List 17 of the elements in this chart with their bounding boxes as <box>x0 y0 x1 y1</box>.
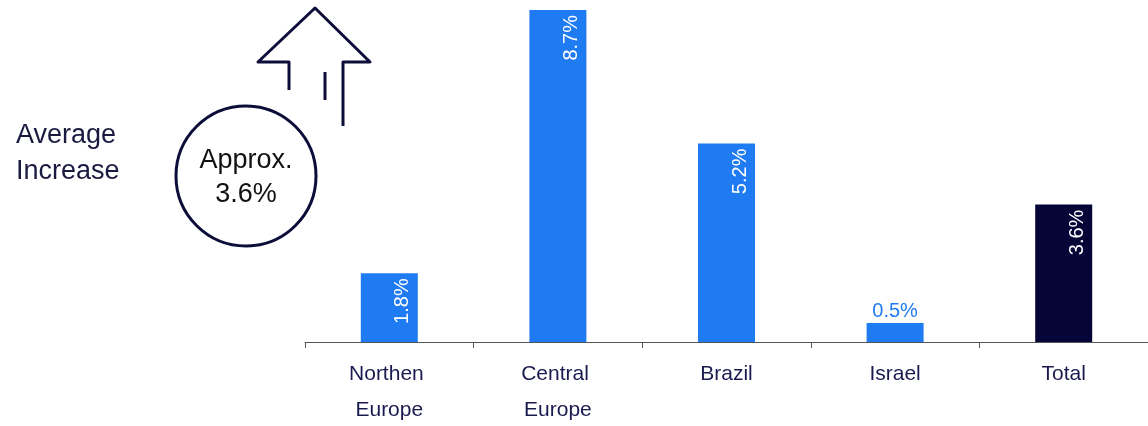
text: Average Increase <box>16 119 120 185</box>
bar <box>529 10 587 342</box>
x-tick-label: Total <box>1041 360 1086 384</box>
data-label: 8.7% <box>558 14 581 61</box>
data-label: 0.5% <box>872 298 919 321</box>
bar <box>698 143 755 342</box>
bar <box>1035 204 1093 342</box>
x-tick-label: Israel <box>869 360 921 384</box>
bar <box>866 322 924 342</box>
x-tick-label: Central Europe <box>521 360 595 420</box>
x-tick-label: Northen Europe <box>349 360 430 420</box>
data-label: 5.2% <box>727 148 750 195</box>
text: Approx. 3.6% <box>199 144 293 208</box>
data-label: 1.8% <box>390 278 413 324</box>
data-label: 3.6% <box>1064 209 1087 256</box>
x-tick-label: Brazil <box>700 360 753 384</box>
bar <box>360 273 418 342</box>
